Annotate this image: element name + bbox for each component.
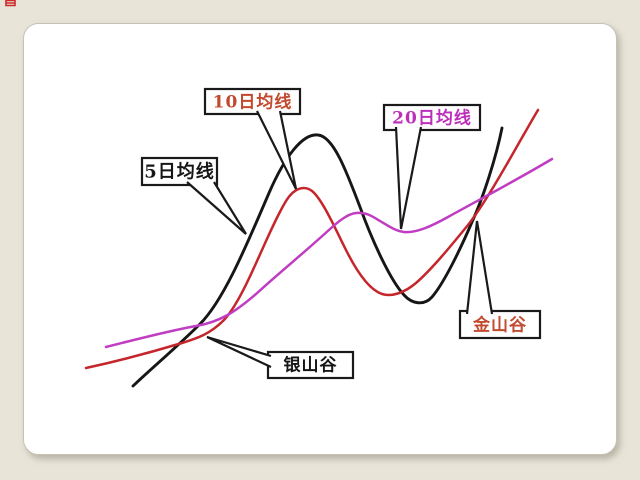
corner-red-mark (5, 0, 16, 7)
callout-ma10: 10日均线 (203, 87, 302, 190)
callout-pointer-golden-valley (465, 220, 494, 315)
callout-box-ma5 (140, 156, 219, 187)
callout-box-golden-valley (458, 309, 542, 340)
callout-label-golden-valley: 金山谷 (472, 315, 527, 336)
callout-box-ma10 (203, 87, 302, 116)
ma10-line (84, 108, 540, 370)
callout-box-ma20 (382, 103, 482, 132)
callout-label-ma20: 20日均线 (392, 108, 472, 129)
callout-pointer-ma5 (186, 181, 247, 235)
callout-label-ma10: 10日均线 (213, 92, 293, 113)
ma5-line (131, 126, 504, 388)
callout-pointer-ma10 (256, 110, 298, 190)
callout-ma20: 20日均线 (382, 103, 482, 230)
callout-silver-valley: 银山谷 (206, 335, 355, 380)
callout-pointer-silver-valley (206, 335, 272, 368)
callout-label-silver-valley: 银山谷 (284, 355, 338, 376)
callout-label-ma5: 5日均线 (144, 161, 215, 183)
callout-golden-valley: 金山谷 (458, 220, 542, 340)
callout-pointer-ma20 (394, 126, 423, 230)
callout-ma5: 5日均线 (140, 156, 247, 235)
ma20-line (104, 157, 554, 349)
